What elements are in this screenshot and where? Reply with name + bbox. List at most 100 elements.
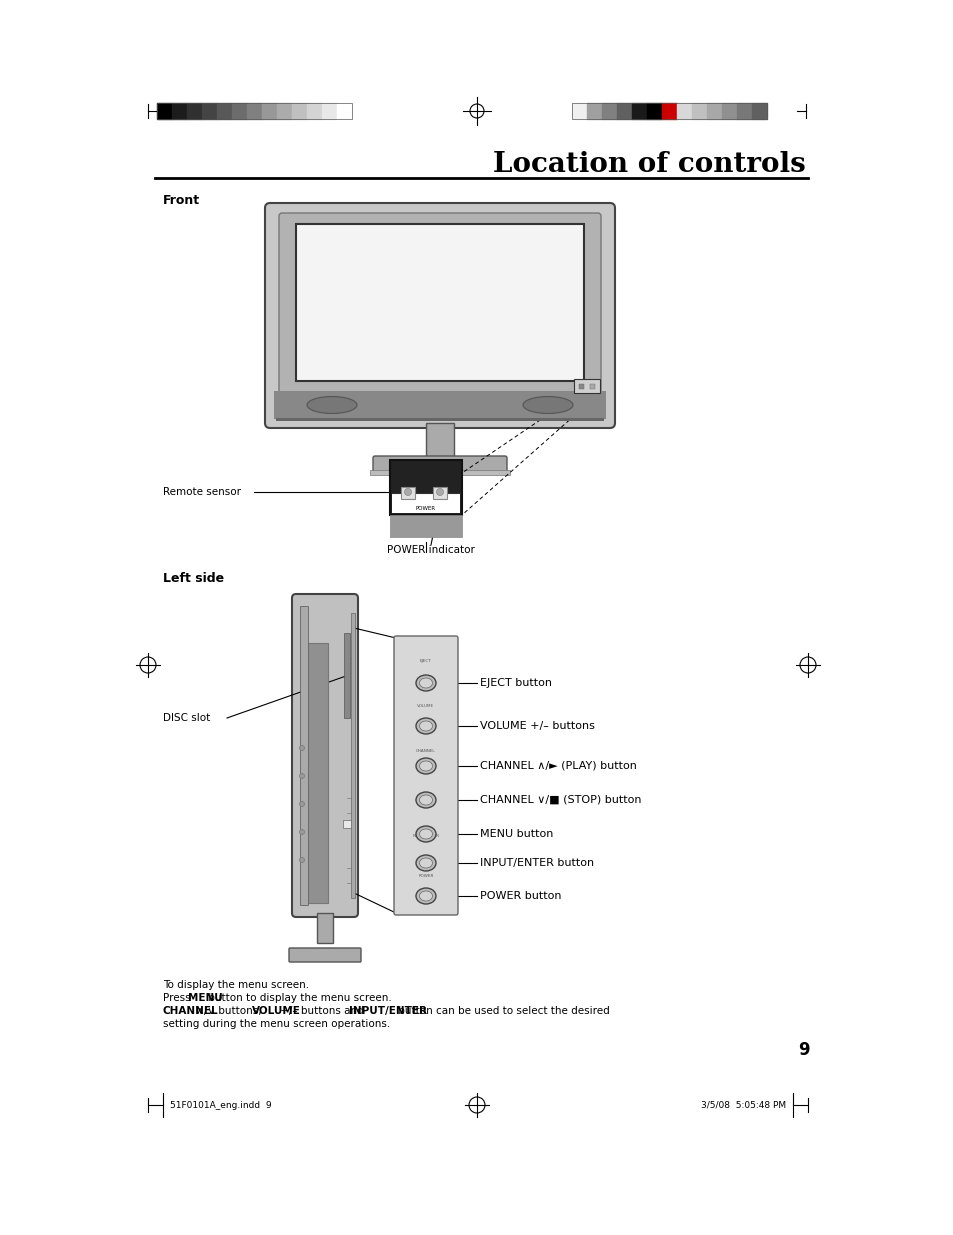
Bar (631, 103, 646, 119)
Text: EJECT: EJECT (419, 659, 432, 663)
Ellipse shape (404, 489, 411, 495)
Text: POWER button: POWER button (479, 890, 561, 902)
Bar (276, 103, 292, 119)
Bar (336, 103, 352, 119)
Bar (721, 103, 737, 119)
Text: POWER indicator: POWER indicator (387, 545, 475, 555)
Bar (574, 379, 599, 393)
Ellipse shape (416, 888, 436, 904)
Ellipse shape (416, 718, 436, 734)
Bar (262, 103, 276, 119)
Ellipse shape (419, 829, 432, 839)
Ellipse shape (416, 758, 436, 774)
Text: POWER: POWER (416, 506, 436, 511)
FancyBboxPatch shape (292, 594, 357, 918)
Bar (232, 103, 247, 119)
Text: button can be used to select the desired: button can be used to select the desired (395, 1007, 609, 1016)
Ellipse shape (299, 773, 304, 778)
Bar (299, 606, 308, 905)
Bar (157, 103, 352, 119)
Bar (187, 103, 202, 119)
Text: Press: Press (163, 993, 193, 1003)
Bar (751, 103, 766, 119)
Ellipse shape (299, 857, 304, 862)
Text: INPUT/ENTER: INPUT/ENTER (412, 834, 439, 839)
Text: CHANNEL ∨/■ (STOP) button: CHANNEL ∨/■ (STOP) button (479, 795, 640, 805)
Ellipse shape (299, 802, 304, 806)
Bar (572, 103, 586, 119)
Bar (247, 103, 262, 119)
Text: 3/5/08  5:05:48 PM: 3/5/08 5:05:48 PM (700, 1100, 785, 1109)
Bar (390, 515, 461, 537)
Ellipse shape (419, 761, 432, 771)
Ellipse shape (436, 489, 443, 495)
FancyBboxPatch shape (265, 203, 615, 429)
Bar (344, 634, 350, 718)
Ellipse shape (299, 746, 304, 751)
Bar (646, 103, 661, 119)
Bar (295, 224, 583, 382)
Text: VOLUME: VOLUME (252, 1007, 300, 1016)
Bar (706, 103, 721, 119)
Bar (307, 103, 322, 119)
Bar (274, 391, 605, 419)
Text: To display the menu screen.: To display the menu screen. (163, 981, 309, 990)
Text: CHANNEL: CHANNEL (416, 748, 436, 753)
Text: CHANNEL: CHANNEL (163, 1007, 218, 1016)
Text: MENU: MENU (419, 799, 432, 803)
Text: MENU: MENU (188, 993, 223, 1003)
Text: EJECT button: EJECT button (479, 678, 552, 688)
Text: Remote sensor: Remote sensor (163, 487, 241, 496)
Ellipse shape (416, 826, 436, 842)
Text: DISC slot: DISC slot (163, 713, 210, 722)
Bar (661, 103, 677, 119)
Bar (172, 103, 187, 119)
Bar (426, 424, 454, 458)
Bar (589, 384, 595, 389)
Text: Left side: Left side (163, 572, 224, 584)
Bar (691, 103, 706, 119)
Ellipse shape (416, 676, 436, 692)
Text: POWER: POWER (417, 874, 434, 878)
Bar (351, 613, 355, 898)
Bar (578, 384, 583, 389)
Text: 9: 9 (798, 1041, 809, 1058)
Text: VOLUME +/– buttons: VOLUME +/– buttons (479, 721, 595, 731)
Text: Location of controls: Location of controls (493, 152, 805, 179)
Bar (316, 913, 333, 944)
Text: INPUT/ENTER: INPUT/ENTER (348, 1007, 426, 1016)
FancyBboxPatch shape (278, 212, 600, 416)
Bar (343, 820, 351, 827)
FancyBboxPatch shape (373, 456, 506, 472)
Bar (586, 103, 601, 119)
Text: INPUT/ENTER button: INPUT/ENTER button (479, 858, 594, 868)
Bar (157, 103, 172, 119)
Bar (292, 103, 307, 119)
Bar (392, 493, 459, 513)
Text: ∧/∨ buttons,: ∧/∨ buttons, (193, 1007, 264, 1016)
Ellipse shape (307, 396, 356, 414)
Ellipse shape (522, 396, 573, 414)
Bar (390, 459, 461, 515)
Bar (572, 103, 766, 119)
Text: 51F0101A_eng.indd  9: 51F0101A_eng.indd 9 (170, 1100, 272, 1109)
Ellipse shape (419, 721, 432, 731)
Ellipse shape (416, 855, 436, 871)
Bar (617, 103, 631, 119)
Text: Front: Front (163, 194, 200, 206)
Bar (322, 103, 336, 119)
Text: +/– buttons and: +/– buttons and (276, 1007, 367, 1016)
Bar (216, 103, 232, 119)
FancyBboxPatch shape (289, 948, 360, 962)
Bar (400, 487, 415, 499)
Bar (433, 487, 447, 499)
Ellipse shape (419, 858, 432, 868)
Ellipse shape (419, 795, 432, 805)
Text: MENU button: MENU button (479, 829, 553, 839)
Ellipse shape (419, 678, 432, 688)
Text: CHANNEL ∧/► (PLAY) button: CHANNEL ∧/► (PLAY) button (479, 761, 637, 771)
Bar (306, 643, 328, 903)
Bar (601, 103, 617, 119)
Bar (275, 417, 603, 421)
Ellipse shape (416, 792, 436, 808)
